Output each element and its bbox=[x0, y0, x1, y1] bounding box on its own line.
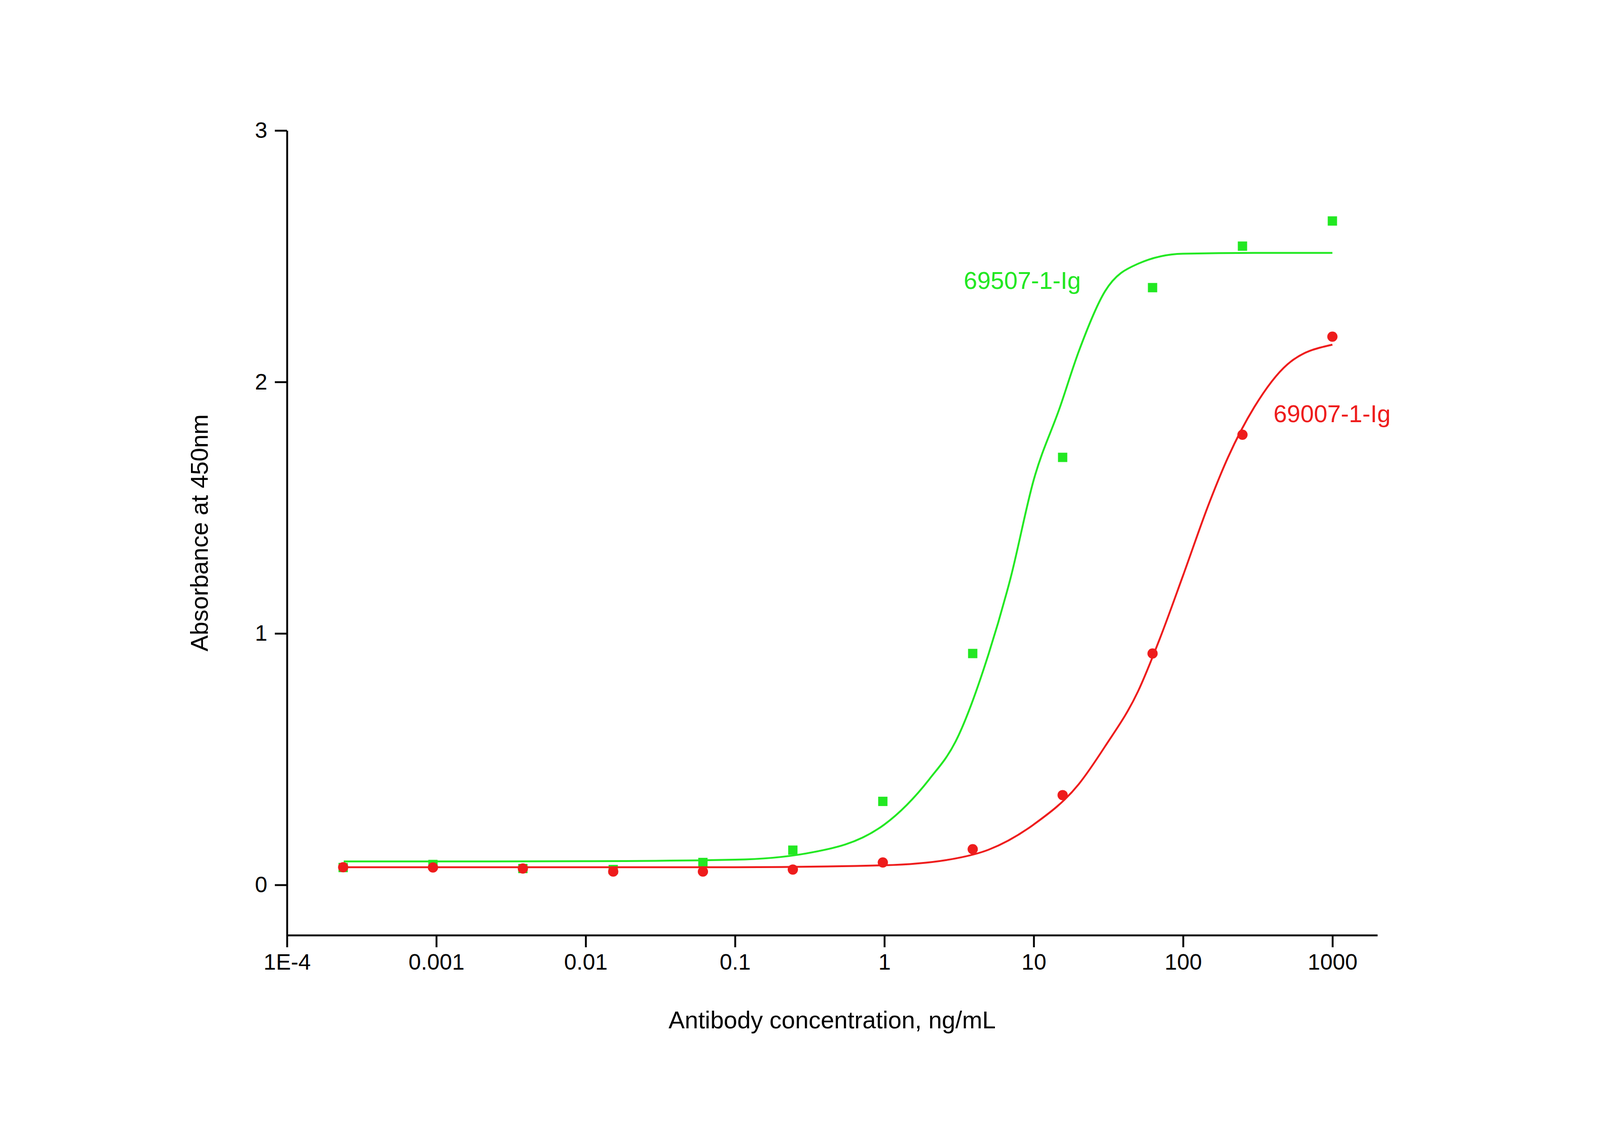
x-tick: 100 bbox=[1164, 934, 1202, 974]
x-tick-label: 100 bbox=[1164, 949, 1202, 974]
x-tick-mark bbox=[734, 934, 736, 947]
data-point bbox=[1327, 216, 1337, 226]
fit-line bbox=[343, 344, 1333, 867]
y-tick-label: 2 bbox=[254, 369, 268, 395]
x-tick: 10 bbox=[1021, 934, 1047, 974]
x-tick-mark bbox=[435, 934, 438, 947]
data-point bbox=[788, 845, 798, 855]
y-tick-label: 3 bbox=[254, 117, 268, 143]
y-axis-line bbox=[286, 130, 289, 936]
x-axis: 1E-4 0.001 0.01 0.1 1 10 100 1000 bbox=[263, 934, 1378, 974]
y-tick: 1 bbox=[254, 620, 287, 646]
x-tick-label: 1 bbox=[878, 949, 892, 974]
x-tick-mark bbox=[1331, 934, 1334, 947]
x-tick-mark bbox=[585, 934, 587, 947]
marks bbox=[338, 216, 1338, 877]
x-axis-title: Antibody concentration, ng/mL bbox=[668, 1006, 996, 1034]
x-tick: 1000 bbox=[1307, 934, 1358, 974]
data-point bbox=[1237, 241, 1247, 251]
x-tick-mark bbox=[883, 934, 886, 947]
data-point bbox=[878, 796, 888, 806]
data-point bbox=[967, 843, 978, 854]
x-tick: 0.01 bbox=[564, 934, 608, 974]
y-axis-title: Absorbance at 450nm bbox=[185, 414, 213, 652]
x-tick: 1 bbox=[878, 934, 892, 974]
data-point bbox=[967, 648, 978, 659]
x-tick: 0.001 bbox=[408, 934, 465, 974]
x-tick-label: 0.01 bbox=[564, 949, 608, 974]
fit-line bbox=[343, 252, 1333, 862]
y-tick-mark bbox=[274, 632, 287, 635]
data-point bbox=[1147, 282, 1158, 293]
data-point bbox=[787, 864, 798, 875]
y-axis: 0 1 2 3 bbox=[254, 117, 287, 936]
plot: 1E-4 0.001 0.01 0.1 1 10 100 1000 0 1 2 3 69507-1-Ig… bbox=[254, 117, 1391, 974]
x-tick-mark bbox=[1033, 934, 1035, 947]
y-tick: 2 bbox=[254, 369, 287, 395]
x-tick-mark bbox=[286, 934, 289, 947]
y-tick-mark bbox=[274, 884, 287, 886]
data-point bbox=[698, 857, 708, 867]
x-tick-label: 0.001 bbox=[408, 949, 465, 974]
y-tick: 0 bbox=[254, 871, 287, 897]
curve-label: 69007-1-Ig bbox=[1273, 400, 1391, 428]
y-tick-label: 0 bbox=[254, 871, 268, 897]
y-tick: 3 bbox=[254, 117, 287, 143]
x-tick: 1E-4 bbox=[263, 934, 311, 974]
x-tick-label: 1E-4 bbox=[263, 949, 311, 974]
curve-label: 69507-1-Ig bbox=[963, 266, 1082, 294]
x-tick-mark bbox=[1182, 934, 1185, 947]
y-tick-mark bbox=[274, 381, 287, 383]
data-point bbox=[1057, 452, 1068, 463]
y-tick-label: 1 bbox=[254, 620, 268, 646]
y-tick-mark bbox=[274, 129, 287, 132]
x-tick-label: 1000 bbox=[1307, 949, 1358, 974]
data-point bbox=[1327, 331, 1338, 342]
x-tick: 0.1 bbox=[719, 934, 751, 974]
x-axis-line bbox=[287, 934, 1378, 937]
data-point bbox=[517, 863, 529, 874]
chart: 1E-4 0.001 0.01 0.1 1 10 100 1000 0 1 2 3 69507-1-Ig… bbox=[0, 0, 1600, 1122]
x-tick-label: 0.1 bbox=[719, 949, 751, 974]
x-tick-label: 10 bbox=[1021, 949, 1047, 974]
data-point bbox=[518, 863, 528, 873]
